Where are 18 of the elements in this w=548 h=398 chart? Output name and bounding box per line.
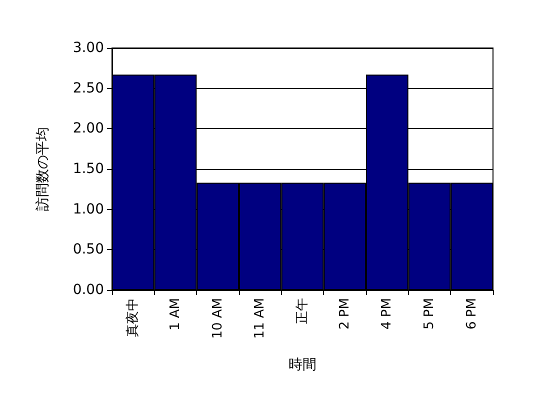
- x-tick-label: 正午: [295, 298, 310, 324]
- x-axis-title: 時間: [288, 357, 316, 373]
- x-tick-label: 2 PM: [337, 298, 352, 330]
- x-tick-label: 真夜中: [124, 298, 141, 337]
- y-tick-label: 2.50: [72, 80, 104, 96]
- y-tick-label: 1.50: [72, 161, 104, 177]
- y-tick-label: 3.00: [72, 40, 104, 56]
- x-tick-label: 5 PM: [422, 298, 437, 330]
- x-tick-label: 6 PM: [464, 298, 480, 330]
- x-tick-label: 11 AM: [252, 298, 268, 339]
- y-axis-title: 訪問数の平均: [35, 127, 51, 211]
- x-tick-label: 1 AM: [168, 298, 183, 331]
- y-tick-label: 0.50: [72, 242, 104, 258]
- y-tick-label: 2.00: [72, 120, 104, 137]
- x-tick-label: 10 AM: [210, 298, 226, 339]
- y-tick-label: 1.00: [72, 201, 104, 218]
- y-tick-label: 0.00: [72, 282, 104, 298]
- x-tick-label: 4 PM: [380, 298, 395, 330]
